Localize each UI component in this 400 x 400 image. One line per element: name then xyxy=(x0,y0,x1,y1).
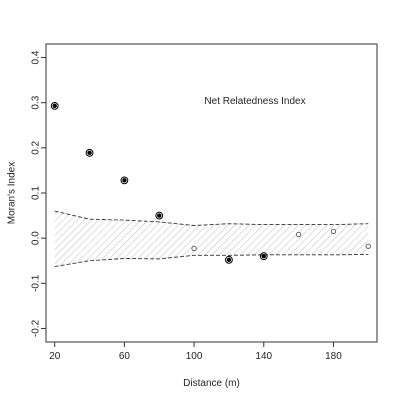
x-tick-label: 180 xyxy=(325,351,342,362)
axis-layer: 20 60 100 140 180 -0.2 -0.1 0.0 0.1 0.2 0.3 0.4 xyxy=(31,50,343,362)
x-tick-label: 100 xyxy=(186,351,203,362)
y-tick-label: 0.4 xyxy=(31,50,42,64)
data-point-significant xyxy=(87,150,92,156)
data-point-significant-ring xyxy=(225,255,233,264)
data-point-significant-ring xyxy=(155,211,164,220)
data-point-significant-ring xyxy=(50,101,59,110)
plot-frame xyxy=(45,43,378,343)
data-point-significant xyxy=(157,213,162,218)
y-tick-label: 0.3 xyxy=(31,95,42,109)
x-tick-label: 60 xyxy=(119,351,131,362)
y-axis-title: Moran's Index xyxy=(7,162,18,225)
envelope-layer xyxy=(54,210,369,268)
x-axis-title: Distance (m) xyxy=(183,378,240,389)
y-tick-label: 0.1 xyxy=(31,186,42,200)
x-tick-label: 140 xyxy=(255,351,272,362)
y-tick-label: -0.1 xyxy=(31,274,42,292)
data-point-significant-ring xyxy=(85,148,94,157)
y-tick-label: 0.0 xyxy=(31,231,42,245)
data-point-significant xyxy=(226,257,232,263)
annotation-label: Net Relatedness Index xyxy=(204,96,305,107)
points-layer xyxy=(50,101,371,264)
envelope-upper-line xyxy=(54,210,369,226)
data-point-nonsignificant xyxy=(365,243,371,249)
data-point-significant xyxy=(261,254,266,259)
data-point-significant xyxy=(122,178,127,183)
data-point-significant-ring xyxy=(259,252,268,261)
envelope-lower-line xyxy=(54,253,369,268)
data-point-nonsignificant xyxy=(295,231,302,238)
data-point-significant-ring xyxy=(120,176,129,185)
y-tick-label: -0.2 xyxy=(31,319,42,337)
data-point-nonsignificant xyxy=(191,245,197,252)
y-tick-label: 0.2 xyxy=(31,140,42,154)
data-point-nonsignificant xyxy=(330,228,337,235)
envelope-band xyxy=(54,211,369,267)
data-point-significant xyxy=(52,103,57,109)
x-tick-label: 20 xyxy=(49,351,61,362)
